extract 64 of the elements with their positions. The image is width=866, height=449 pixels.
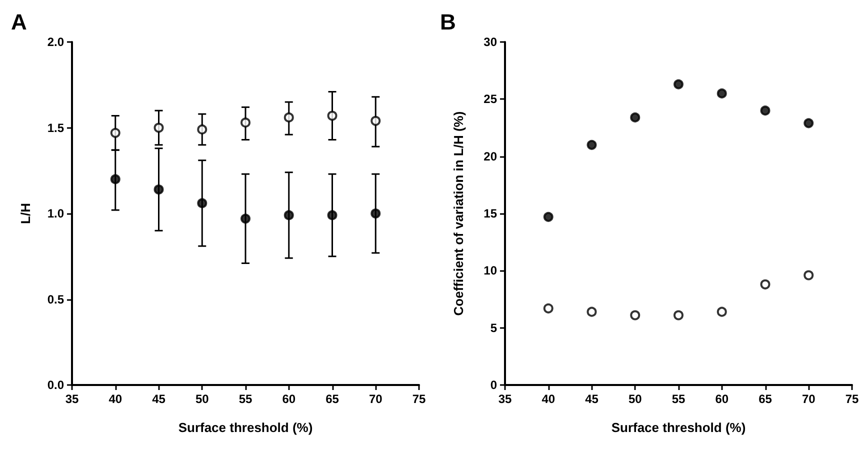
point	[586, 140, 597, 150]
point	[110, 174, 120, 184]
chart-title: A	[11, 10, 27, 34]
point	[154, 122, 164, 133]
x-axis-title: Surface threshold (%)	[611, 420, 746, 435]
point	[630, 112, 640, 122]
point	[370, 116, 381, 126]
y-tick-label: 0.5	[47, 292, 64, 306]
y-tick-label: 0	[490, 378, 498, 392]
y-tick-label: 5	[490, 320, 498, 335]
x-tick-label: 55	[672, 392, 686, 406]
y-tick-label: 30	[484, 35, 498, 49]
point	[284, 112, 294, 122]
point	[370, 208, 381, 218]
chart-title: B	[440, 10, 456, 34]
x-axis-title: Surface threshold (%)	[178, 420, 313, 435]
y-tick-label: 2.0	[47, 35, 64, 49]
y-tick-label: 0.0	[47, 378, 64, 392]
x-tick-label: 60	[282, 392, 296, 406]
y-axis-title: L/H	[18, 203, 33, 224]
point	[327, 110, 338, 121]
x-tick-label: 65	[326, 392, 340, 406]
point	[197, 198, 208, 208]
x-tick-label: 50	[628, 392, 642, 406]
x-tick-label: 75	[845, 392, 859, 406]
y-tick-label: 15	[484, 206, 498, 220]
x-tick-label: 65	[758, 392, 772, 406]
point	[110, 128, 120, 138]
point	[630, 310, 640, 320]
y-tick-label: 25	[484, 92, 498, 106]
point	[284, 210, 294, 220]
x-tick-label: 70	[368, 392, 383, 406]
point	[716, 306, 727, 317]
y-tick-label: 10	[484, 264, 498, 278]
point	[674, 79, 684, 90]
point	[327, 210, 338, 220]
point	[804, 118, 814, 128]
x-tick-label: 45	[585, 392, 599, 406]
point	[154, 184, 164, 194]
x-tick-label: 50	[195, 392, 210, 406]
x-tick-label: 35	[498, 392, 512, 406]
x-tick-label: 55	[238, 392, 252, 406]
point	[197, 124, 208, 134]
x-tick-label: 45	[152, 392, 166, 406]
point	[586, 306, 597, 317]
x-tick-label: 35	[65, 392, 79, 406]
point	[804, 270, 814, 280]
point	[674, 310, 684, 320]
point	[716, 88, 727, 98]
x-tick-label: 70	[802, 392, 816, 406]
y-tick-label: 1.5	[47, 120, 64, 135]
x-tick-label: 75	[412, 392, 426, 406]
point	[760, 279, 770, 290]
point	[543, 212, 554, 222]
x-tick-label: 60	[715, 392, 729, 406]
y-tick-label: 1.0	[47, 206, 64, 220]
x-tick-label: 40	[108, 392, 122, 406]
y-axis-title: Coefficient of variation in L/H (%)	[451, 111, 466, 316]
point	[240, 118, 250, 128]
y-tick-label: 20	[484, 149, 498, 164]
point	[543, 303, 554, 314]
x-tick-label: 40	[542, 392, 556, 406]
point	[760, 106, 770, 116]
point	[240, 214, 250, 224]
